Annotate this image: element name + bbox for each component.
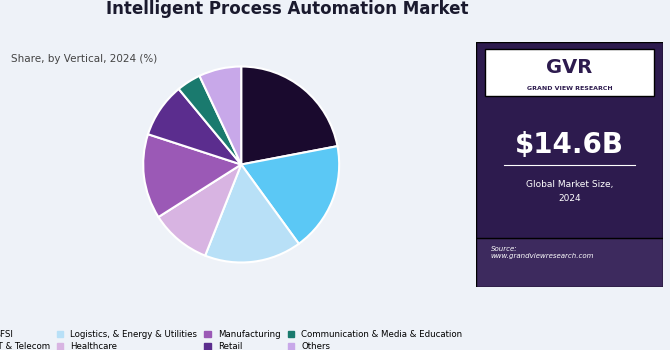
Wedge shape xyxy=(241,66,338,164)
Legend: BFSI, IT & Telecom, Logistics, & Energy & Utilities, Healthcare, Manufacturing, : BFSI, IT & Telecom, Logistics, & Energy … xyxy=(0,330,462,350)
Text: GRAND VIEW RESEARCH: GRAND VIEW RESEARCH xyxy=(527,86,612,91)
Wedge shape xyxy=(143,134,241,217)
Text: Intelligent Process Automation Market: Intelligent Process Automation Market xyxy=(107,0,469,18)
Text: 2024: 2024 xyxy=(558,194,581,203)
Text: Source:
www.grandviewresearch.com: Source: www.grandviewresearch.com xyxy=(490,246,594,259)
Wedge shape xyxy=(200,66,241,164)
FancyBboxPatch shape xyxy=(485,49,654,96)
FancyBboxPatch shape xyxy=(476,238,663,287)
Wedge shape xyxy=(205,164,299,262)
Text: Global Market Size,: Global Market Size, xyxy=(526,180,613,189)
Wedge shape xyxy=(241,146,339,244)
Wedge shape xyxy=(148,89,241,164)
Text: GVR: GVR xyxy=(546,58,593,77)
Text: $14.6B: $14.6B xyxy=(515,131,624,159)
Wedge shape xyxy=(159,164,241,256)
FancyBboxPatch shape xyxy=(476,42,663,287)
Text: Share, by Vertical, 2024 (%): Share, by Vertical, 2024 (%) xyxy=(11,54,157,64)
Wedge shape xyxy=(179,76,241,164)
